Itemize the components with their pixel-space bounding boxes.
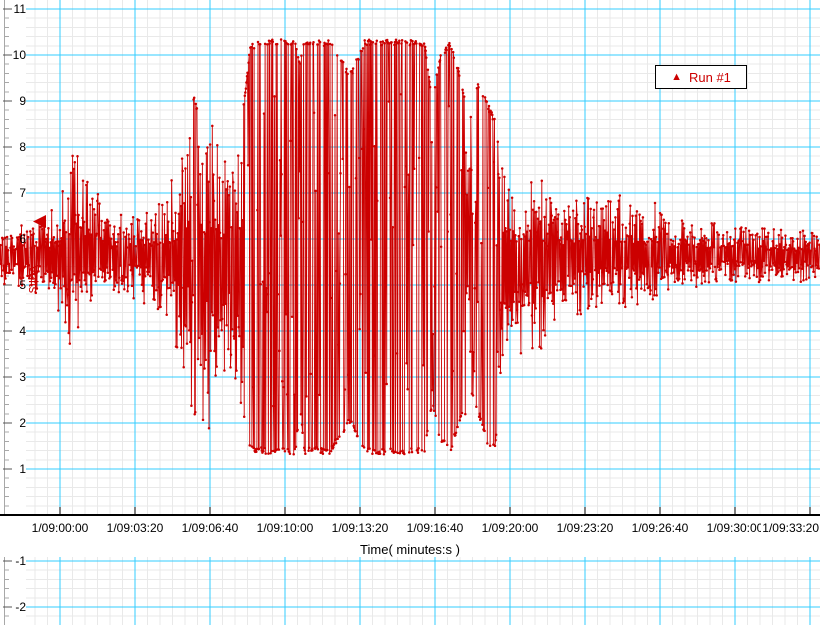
y-tick-label: 6 — [19, 231, 26, 246]
x-tick-label: 1/09:20:00 — [481, 521, 539, 535]
legend: ▲ Run #1 — [655, 65, 747, 89]
y-tick-label: 7 — [19, 185, 26, 200]
x-axis-band — [0, 516, 820, 557]
x-tick-label: 1/09:00:00 — [31, 521, 89, 535]
y-tick-label: 11 — [13, 1, 26, 16]
x-tick-label: 1/09:16:40 — [406, 521, 464, 535]
y-axis-cursor-icon[interactable] — [33, 215, 46, 229]
legend-label: Run #1 — [688, 69, 731, 85]
x-axis-major-ticks — [59, 507, 811, 514]
x-axis-title: Time( minutes:s ) — [360, 542, 460, 557]
y-tick-label: 8 — [19, 139, 26, 154]
x-tick-label: 1/09:13:20 — [331, 521, 389, 535]
y-tick-label: 3 — [19, 369, 26, 384]
x-tick-label: 1/09:30:00 — [706, 521, 764, 535]
y-tick-label: 9 — [19, 93, 26, 108]
x-tick-label: 1/09:06:40 — [181, 521, 239, 535]
x-tick-label: 1/09:10:00 — [256, 521, 314, 535]
y-tick-label: -2 — [15, 599, 26, 614]
x-tick-label: 1/09:03:20 — [106, 521, 164, 535]
y-tick-label: -1 — [15, 553, 26, 568]
y-tick-label: 10 — [12, 47, 26, 62]
x-tick-label: 1/09:23:20 — [556, 521, 614, 535]
y-tick-label: 5 — [19, 277, 26, 292]
y-tick-label: 2 — [19, 415, 26, 430]
y-tick-label: 4 — [19, 323, 26, 338]
x-tick-label: 1/09:26:40 — [631, 521, 689, 535]
y-tick-label: 1 — [19, 461, 26, 476]
y-axis-title: Volts — [26, 265, 41, 294]
x-axis-line — [0, 514, 820, 516]
y-axis-major-ticks — [3, 8, 12, 608]
x-tick-label: 1/09:33:20 — [761, 521, 819, 535]
run1-series-markers — [0, 38, 820, 456]
legend-triangle-icon: ▲ — [671, 70, 682, 83]
